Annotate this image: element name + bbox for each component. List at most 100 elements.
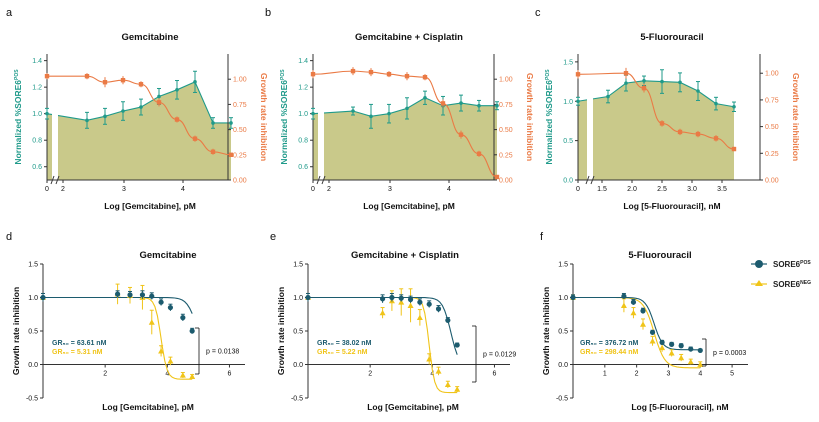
- y-tick-label: 0.5: [558, 329, 568, 336]
- growth-point: [458, 132, 464, 137]
- sore6-point: [423, 95, 427, 100]
- sore6-point: [624, 81, 628, 85]
- sore6-point: [642, 78, 646, 83]
- sore6-point: [351, 109, 355, 113]
- y-tick-label-right: 0.75: [499, 102, 513, 109]
- legend: SORE6POS SORE6NEG: [751, 260, 811, 289]
- growth-point: [310, 71, 316, 77]
- sore6-pos-point: [570, 294, 576, 301]
- panel-letter: f: [540, 231, 544, 243]
- y-axis-label: Growth rate inhibition: [11, 287, 21, 375]
- panel-letter: c: [535, 7, 541, 19]
- sore6-pos-point: [669, 341, 675, 347]
- growth-point: [422, 74, 428, 80]
- growth-point: [623, 71, 629, 76]
- y-tick-label: -0.5: [556, 396, 568, 403]
- sore6-neg-point: [697, 361, 704, 367]
- y-tick-label-left: 1.0: [298, 111, 308, 118]
- growth-point: [102, 80, 108, 85]
- sore6-pos-point: [649, 329, 656, 335]
- y-tick-label-right: 0.25: [765, 151, 779, 158]
- gr50-pos-label: GR₅₀ = 63.61 nM: [52, 340, 107, 347]
- panel-letter: d: [6, 231, 12, 243]
- sore6-neg-point: [158, 348, 165, 354]
- sore6-point: [311, 111, 315, 116]
- x-tick-label: 5: [730, 371, 734, 378]
- x-tick-label: 2: [61, 186, 65, 193]
- growth-point: [575, 72, 581, 77]
- sore6-neg-point: [179, 372, 186, 378]
- sore6-neg-point: [649, 338, 656, 344]
- x-tick-label: 0: [576, 186, 580, 193]
- sore6-point: [45, 111, 49, 116]
- sore6-point: [714, 101, 718, 106]
- y-tick-label-right: 0.00: [499, 178, 513, 185]
- panel-d: d Gemcitabine -0.5 0.0 0.5 1.0 1.5 2 4 6 Growth ra…: [6, 231, 245, 412]
- sore6-pos-point: [678, 343, 684, 349]
- gr50-pos-label: GR₅₀ = 376.72 nM: [580, 340, 638, 347]
- x-axis-label: Log [Gemcitabine], pM: [104, 201, 196, 211]
- y-tick-label-left: 1.0: [32, 111, 42, 118]
- y-tick-label-left: 1.2: [298, 85, 308, 92]
- y-tick-label: 1.5: [28, 262, 38, 269]
- y-tick-label: 0.0: [558, 362, 568, 369]
- sore6-area: [47, 81, 231, 180]
- sore6-pos-point: [127, 292, 133, 298]
- sore6-point: [606, 94, 610, 99]
- y-tick-label: 1.5: [293, 262, 303, 269]
- sore6-point: [387, 111, 391, 116]
- sore6-pos-point: [630, 299, 637, 305]
- sore6-point: [211, 121, 215, 125]
- x-tick-label: 4: [447, 186, 451, 193]
- sore6-neg-point: [659, 344, 666, 351]
- x-tick-label: 4: [165, 371, 169, 378]
- sore6-neg-point: [416, 314, 423, 320]
- sore6-pos-point: [426, 301, 432, 307]
- y-axis-label-left: Normalized %SORE6POS: [544, 69, 554, 165]
- panel-f: f 5-Fluorouracil -0.5 0.0 0.5 1.0 1.5 1 2 3 4 5 Grow…: [540, 231, 748, 412]
- y-axis-label-sup: POS: [545, 69, 551, 80]
- y-tick-label-right: 0.50: [233, 127, 247, 134]
- sore6-point: [175, 88, 179, 92]
- sore6-pos-point: [688, 346, 694, 352]
- x-tick-label: 2: [635, 371, 639, 378]
- sore6-point: [85, 118, 89, 123]
- x-tick-label: 3.0: [687, 186, 697, 193]
- axis-break-gap: [587, 58, 593, 181]
- panel-letter: b: [265, 7, 271, 19]
- sore6-pos-point: [640, 308, 646, 314]
- sore6-pos-point: [379, 296, 386, 302]
- x-tick-label: 4: [698, 371, 702, 378]
- sore6-pos-point: [445, 317, 451, 323]
- growth-point: [138, 82, 144, 87]
- growth-point: [210, 149, 216, 154]
- panel-title: 5-Fluorouracil: [628, 250, 691, 261]
- y-axis-label-sup: POS: [14, 69, 20, 80]
- sore6-point: [660, 79, 664, 84]
- sore6-pos-point: [158, 299, 164, 305]
- panel-b: b Gemcitabine + Cisplatin 0.6 0.8 1.0 1.2 1.4 0…: [265, 7, 535, 211]
- sore6-point: [369, 114, 373, 119]
- y-tick-label: -0.5: [291, 396, 303, 403]
- x-tick-label: 3: [667, 371, 671, 378]
- sore6-pos-point: [454, 342, 460, 348]
- growth-point: [350, 68, 356, 74]
- y-tick-label: 0.0: [293, 362, 303, 369]
- y-tick-label-right: 0.50: [499, 127, 513, 134]
- y-tick-label-left: 0.5: [563, 138, 573, 145]
- growth-point: [404, 73, 410, 79]
- gr50-neg-label: GR₅₀ = 5.22 nM: [317, 349, 368, 356]
- sore6-line: [46, 81, 231, 124]
- sore6-neg-point: [435, 368, 442, 374]
- y-tick-label: 0.5: [28, 329, 38, 336]
- sore6-point: [193, 80, 197, 84]
- x-tick-label: 2: [327, 186, 331, 193]
- y-tick-label: 1.0: [293, 295, 303, 302]
- panel-e: e Gemcitabine + Cisplatin -0.5 0.0 0.5 1.0 1.5…: [270, 231, 516, 412]
- p-value-label: p = 0.0003: [713, 350, 746, 357]
- axis-break-gap: [52, 58, 58, 181]
- panel-title: 5-Fluorouracil: [640, 32, 703, 43]
- y-tick-label-left: 1.4: [32, 58, 42, 65]
- gr50-neg-label: GR₅₀ = 298.44 nM: [580, 349, 638, 356]
- growth-point: [386, 71, 392, 77]
